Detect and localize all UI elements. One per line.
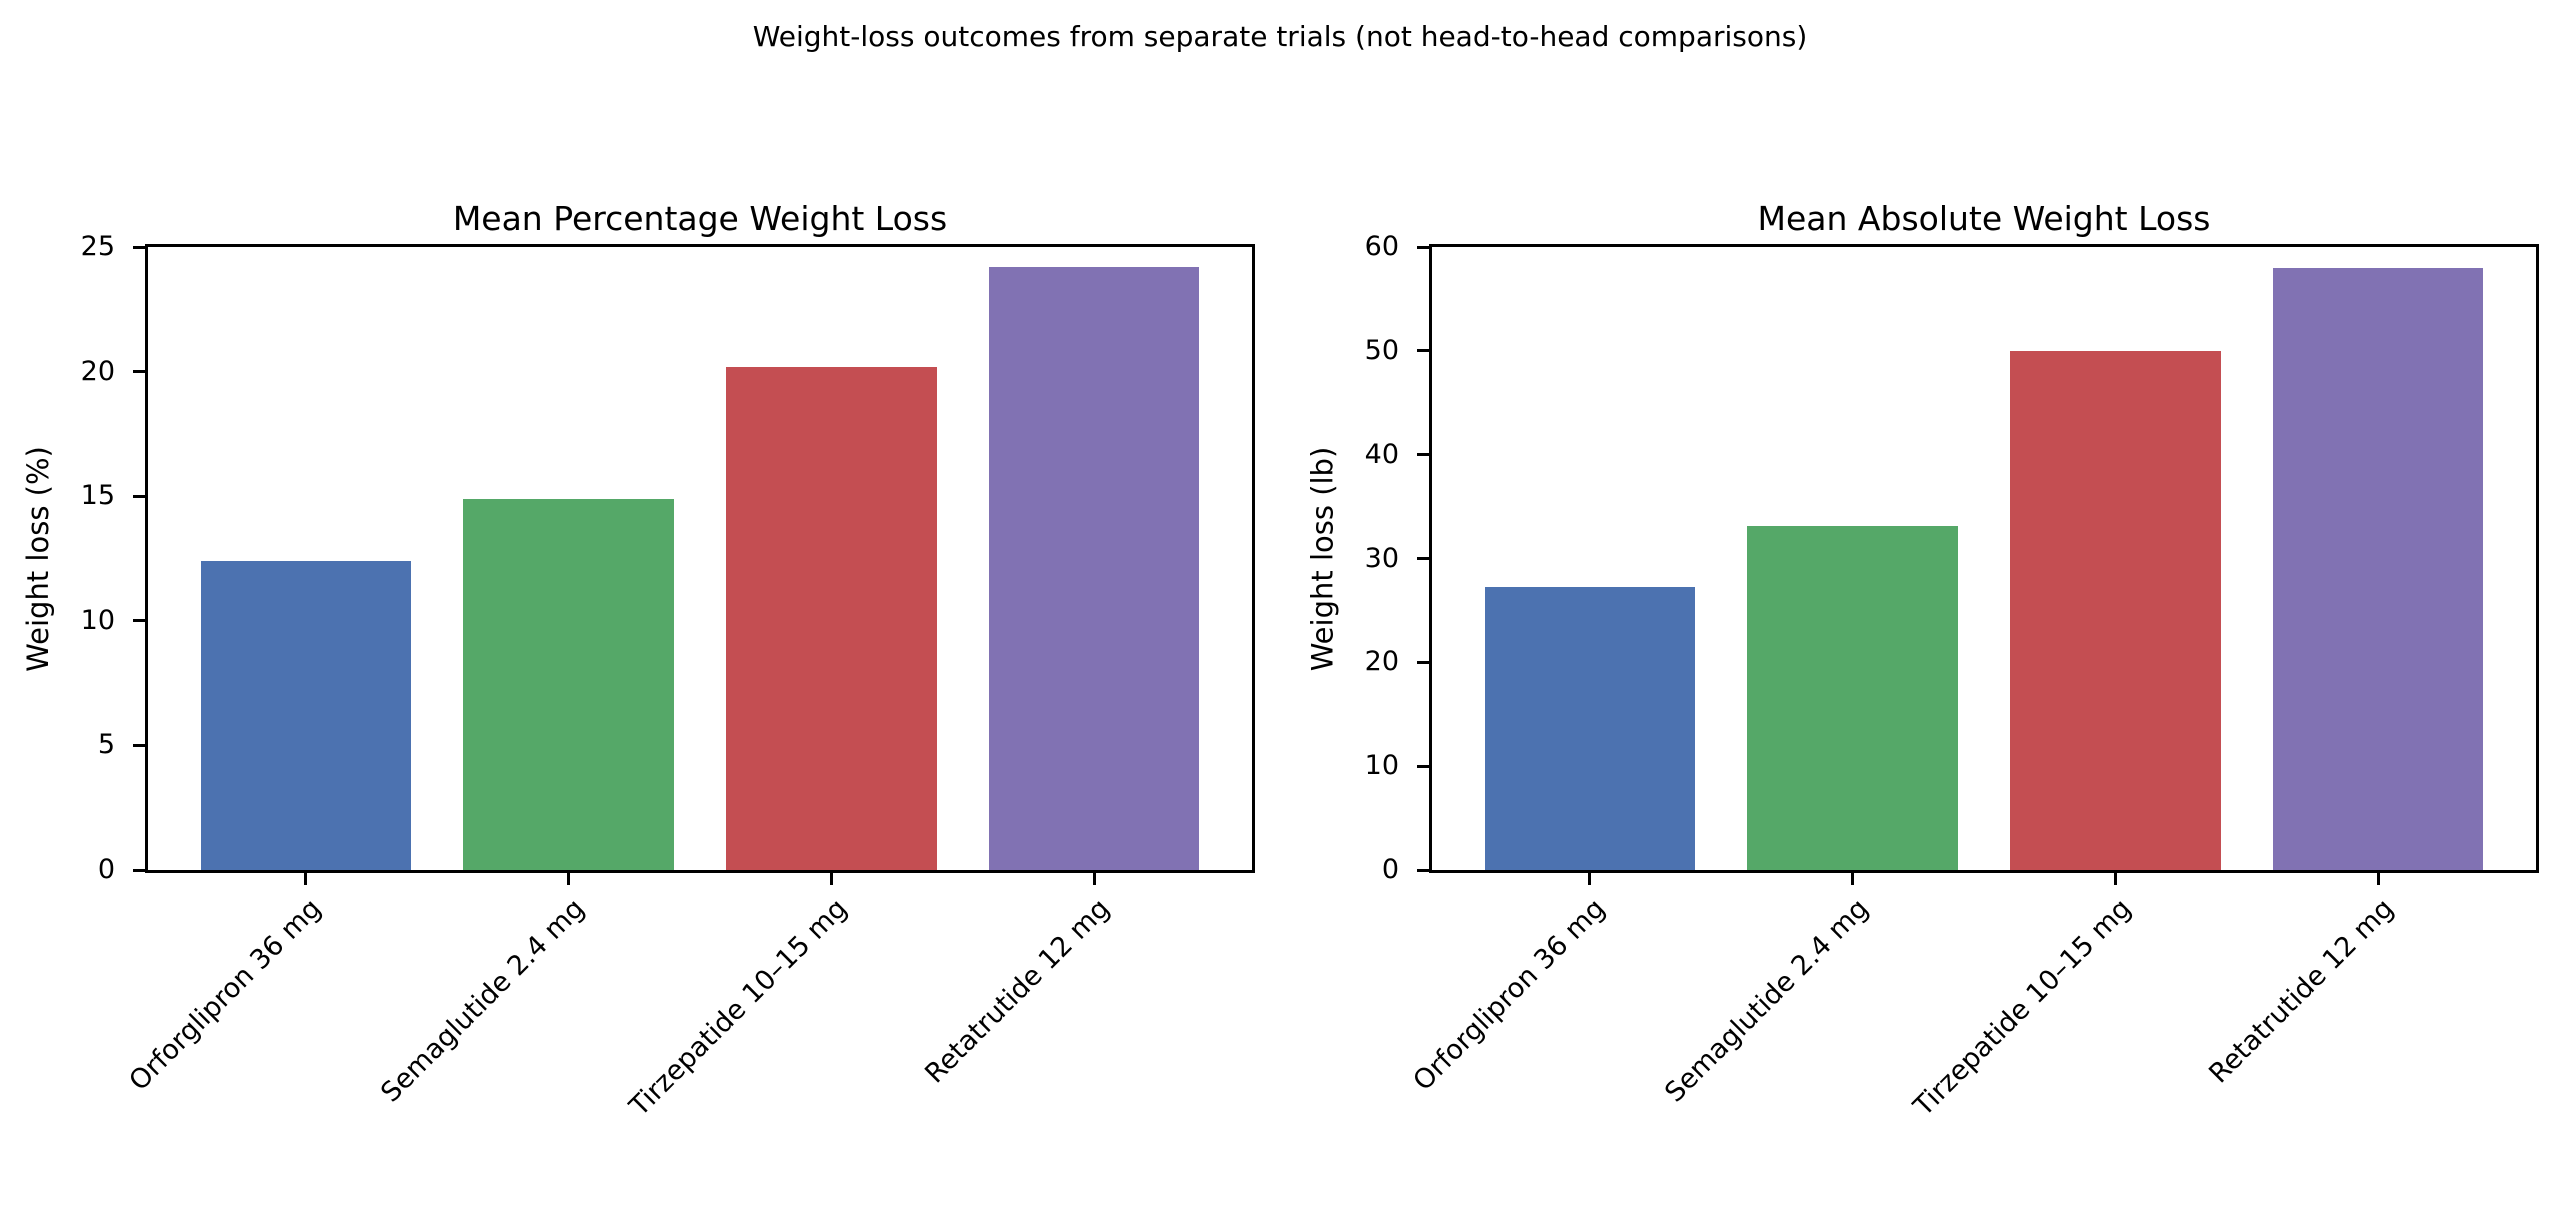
y-tick-mark — [133, 619, 145, 623]
y-tick-label: 5 — [97, 729, 115, 761]
x-tick-label: Retatrutide 12 mg — [919, 893, 1117, 1090]
x-tick-label: Orforglipron 36 mg — [123, 893, 328, 1097]
y-tick-label: 10 — [1364, 750, 1399, 782]
y-tick-mark — [133, 370, 145, 374]
x-tick-label: Orforglipron 36 mg — [1407, 893, 1612, 1097]
chart-percentage-weight-loss: Mean Percentage Weight Loss Weight loss … — [21, 199, 1255, 1122]
axes-title: Mean Absolute Weight Loss — [1757, 199, 2211, 238]
plot-area: Mean Percentage Weight Loss Weight loss … — [21, 199, 1255, 1122]
bar — [463, 498, 674, 870]
y-tick-label: 40 — [1364, 438, 1399, 470]
bar — [2010, 350, 2221, 870]
y-tick-label: 20 — [1364, 646, 1399, 678]
x-tick-label: Tirzepatide 10–15 mg — [1907, 893, 2138, 1123]
bar — [989, 266, 1200, 870]
y-tick-mark — [133, 868, 145, 872]
y-tick-mark — [133, 494, 145, 498]
y-tick-label: 25 — [80, 231, 115, 262]
x-tick-mark — [829, 873, 833, 885]
x-tick-mark — [1851, 873, 1855, 885]
chart-absolute-weight-loss: Mean Absolute Weight Loss Weight loss (l… — [1284, 0, 2560, 1224]
y-tick-mark — [1417, 245, 1429, 249]
x-tick-mark — [2113, 873, 2117, 885]
axes-title: Mean Percentage Weight Loss — [452, 199, 948, 238]
x-tick-mark — [567, 873, 571, 885]
y-tick-label: 20 — [80, 355, 115, 387]
x-tick-label: Semaglutide 2.4 mg — [375, 893, 591, 1109]
y-tick-mark — [1417, 660, 1429, 664]
y-tick-mark — [1417, 349, 1429, 353]
y-tick-mark — [133, 743, 145, 747]
y-tick-label: 60 — [1364, 231, 1399, 262]
x-tick-mark — [1092, 873, 1096, 885]
x-tick-mark — [1588, 873, 1592, 885]
y-tick-mark — [1417, 453, 1429, 457]
y-tick-mark — [1417, 764, 1429, 768]
y-tick-label: 50 — [1364, 334, 1399, 366]
bar — [726, 366, 937, 870]
x-tick-mark — [304, 873, 308, 885]
y-axis-label: Weight loss (%) — [21, 445, 56, 672]
y-tick-label: 0 — [1381, 854, 1399, 885]
y-tick-mark — [1417, 868, 1429, 872]
y-tick-mark — [1417, 557, 1429, 560]
bar — [200, 560, 411, 870]
y-tick-label: 15 — [80, 480, 115, 512]
x-tick-label: Semaglutide 2.4 mg — [1659, 893, 1875, 1109]
y-tick-label: 10 — [80, 604, 115, 636]
plot-area: Mean Absolute Weight Loss Weight loss (l… — [1305, 199, 2539, 1122]
bar — [1747, 526, 1958, 870]
y-tick-label: 30 — [1364, 542, 1399, 574]
bar — [2273, 267, 2484, 870]
y-tick-mark — [133, 245, 145, 249]
x-tick-label: Tirzepatide 10–15 mg — [623, 893, 854, 1123]
y-tick-label: 0 — [97, 854, 115, 885]
x-tick-mark — [2376, 873, 2380, 885]
x-tick-label: Retatrutide 12 mg — [2203, 893, 2401, 1090]
figure-suptitle: Weight-loss outcomes from separate trial… — [752, 20, 1808, 53]
bar — [1484, 586, 1695, 870]
